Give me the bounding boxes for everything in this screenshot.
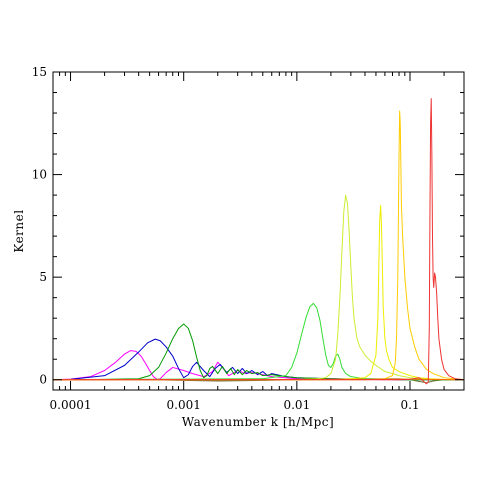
series-line-8 — [53, 110, 465, 381]
series-line-3 — [52, 323, 464, 381]
series-line-6 — [52, 194, 465, 381]
series-layer — [52, 98, 465, 385]
y-axis-label: Kernel — [12, 209, 26, 252]
x-tick-label: 0.01 — [283, 398, 310, 412]
series-line-1 — [52, 350, 464, 381]
series-line-7 — [53, 204, 465, 381]
y-tick-label: 10 — [32, 168, 47, 182]
series-line-5 — [52, 302, 464, 381]
y-tick-label: 15 — [32, 65, 47, 79]
tick-labels-layer: 0.0001 0.001 0.01 0.1 0 5 10 15 — [32, 65, 420, 412]
ticks-layer — [52, 71, 464, 390]
x-axis-label: Wavenumber k [h/Mpc] — [182, 415, 334, 429]
series-line-10 — [53, 98, 465, 385]
plot-frame — [52, 71, 465, 391]
x-tick-label: 0.0001 — [50, 398, 92, 412]
x-tick-label: 0.001 — [167, 398, 201, 412]
x-tick-label: 0.1 — [400, 398, 419, 412]
y-tick-label: 0 — [39, 373, 47, 387]
y-tick-label: 5 — [39, 270, 47, 284]
